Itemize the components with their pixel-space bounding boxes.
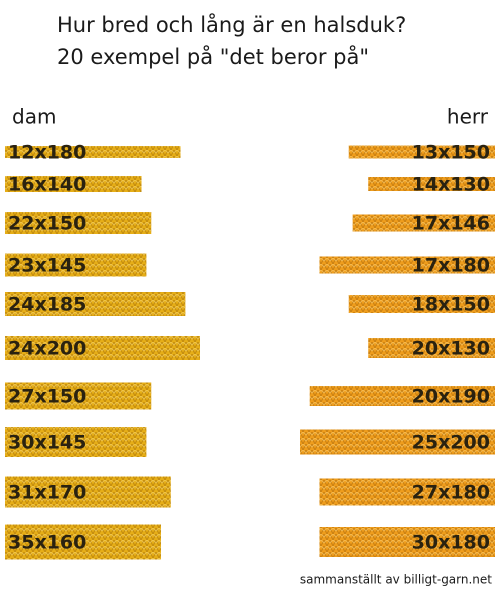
group-label: herr — [447, 105, 489, 129]
footer: sammanställt av billigt-garn.net — [300, 573, 492, 587]
scarf-texture — [5, 336, 200, 360]
scarf-label: 20x190 — [412, 386, 490, 408]
group-label: dam — [12, 105, 56, 129]
scarf-label: 27x150 — [8, 386, 86, 408]
scarf-texture — [5, 176, 142, 192]
scarf-texture — [309, 386, 495, 406]
scarf-label: 12x180 — [8, 142, 86, 164]
scarf-label: 17x146 — [412, 213, 490, 235]
scarf-texture — [319, 478, 495, 506]
scarf-label: 25x200 — [412, 432, 490, 454]
scarf-label: 30x145 — [8, 432, 86, 454]
scarf-texture — [5, 382, 152, 410]
scarf-texture — [5, 212, 152, 234]
scarf-label: 16x140 — [8, 174, 86, 196]
scarf-texture — [348, 145, 495, 159]
scarf-texture — [348, 295, 495, 313]
scarf-label: 30x180 — [412, 532, 490, 554]
scarf-label: 24x185 — [8, 294, 86, 316]
scarf-label: 23x145 — [8, 255, 86, 277]
scarf-texture — [368, 338, 495, 358]
scarf-texture — [5, 427, 147, 457]
scarf-texture — [5, 292, 186, 316]
scarf-label: 17x180 — [412, 255, 490, 277]
scarf-texture — [5, 253, 147, 277]
scarf-label: 22x150 — [8, 213, 86, 235]
scarf-label: 27x180 — [412, 482, 490, 504]
title-line: 20 exempel på "det beror på" — [57, 44, 369, 69]
scarf-texture — [368, 177, 495, 191]
scarf-texture — [352, 214, 495, 232]
scarf-label: 13x150 — [412, 142, 490, 164]
scarf-label: 14x130 — [412, 174, 490, 196]
scarf-label: 20x130 — [412, 338, 490, 360]
scarf-texture — [319, 256, 495, 274]
scarf-label: 18x150 — [412, 294, 490, 316]
scarf-texture — [5, 524, 161, 560]
scarf-texture — [319, 527, 495, 557]
scarf-texture — [5, 146, 181, 158]
title-line: Hur bred och lång är en halsduk? — [57, 12, 406, 37]
scarf-label: 35x160 — [8, 532, 86, 554]
scarf-texture — [300, 429, 495, 455]
scarf-texture — [5, 476, 171, 508]
scarf-label: 31x170 — [8, 482, 86, 504]
scarf-label: 24x200 — [8, 338, 86, 360]
